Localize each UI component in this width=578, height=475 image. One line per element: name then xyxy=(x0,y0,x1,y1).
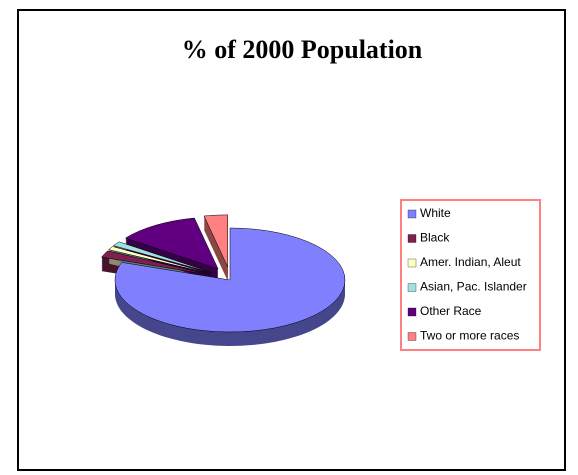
legend-swatch xyxy=(407,307,417,317)
slice xyxy=(108,246,211,274)
legend-label: Asian, Pac. Islander xyxy=(420,280,527,294)
slice xyxy=(124,217,219,270)
legend-label: Black xyxy=(420,231,450,245)
legend-label: White xyxy=(420,206,451,220)
legend-swatch xyxy=(407,258,417,268)
legend-swatch xyxy=(407,283,417,292)
legend-swatch xyxy=(407,209,417,219)
legend-label: Amer. Indian, Aleut xyxy=(420,255,521,269)
chart-title: % of 2000 Population xyxy=(182,35,423,64)
legend-label: Two or more races xyxy=(420,329,519,343)
legend-swatch xyxy=(407,332,417,341)
slice xyxy=(112,241,212,273)
slice xyxy=(101,250,210,275)
slice xyxy=(203,214,228,267)
legend-label: Other Race xyxy=(420,304,482,318)
slice xyxy=(114,227,346,333)
legend xyxy=(400,199,541,351)
legend-swatch xyxy=(407,234,417,243)
